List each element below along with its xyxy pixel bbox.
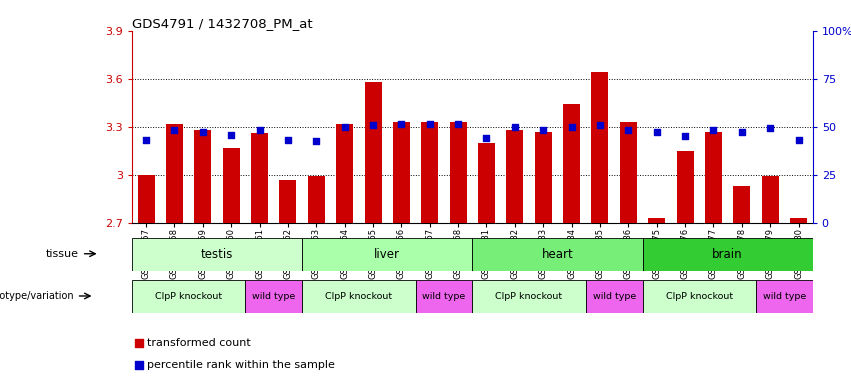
Point	[706, 127, 720, 133]
Point	[650, 128, 664, 135]
Point	[281, 136, 294, 142]
Text: heart: heart	[541, 248, 574, 261]
Bar	[308, 176, 325, 223]
Bar	[279, 180, 296, 223]
Bar	[336, 124, 353, 223]
Point	[196, 128, 209, 135]
Text: ClpP knockout: ClpP knockout	[325, 292, 392, 301]
Bar	[132, 280, 245, 313]
Bar	[393, 122, 410, 223]
Point	[678, 133, 692, 139]
Point	[395, 121, 408, 127]
Point	[253, 127, 266, 133]
Bar	[364, 82, 381, 223]
Point	[451, 121, 465, 127]
Bar	[620, 122, 637, 223]
Point	[480, 135, 494, 141]
Bar	[643, 238, 813, 271]
Text: brain: brain	[712, 248, 743, 261]
Text: ClpP knockout: ClpP knockout	[665, 292, 733, 301]
Text: percentile rank within the sample: percentile rank within the sample	[147, 360, 335, 370]
Bar	[415, 280, 472, 313]
Bar	[472, 280, 585, 313]
Text: GDS4791 / 1432708_PM_at: GDS4791 / 1432708_PM_at	[132, 17, 312, 30]
Bar	[790, 218, 807, 223]
Point	[132, 362, 146, 368]
Bar	[138, 175, 155, 223]
Bar	[478, 143, 495, 223]
Bar	[421, 122, 438, 223]
Bar	[563, 104, 580, 223]
Text: ClpP knockout: ClpP knockout	[495, 292, 563, 301]
Bar	[223, 147, 240, 223]
Bar	[534, 132, 551, 223]
Bar	[591, 72, 608, 223]
Bar	[585, 280, 643, 313]
Bar	[449, 122, 466, 223]
Text: liver: liver	[374, 248, 400, 261]
Point	[132, 340, 146, 346]
Text: ClpP knockout: ClpP knockout	[155, 292, 222, 301]
Point	[593, 122, 607, 128]
Bar	[166, 124, 183, 223]
Bar	[506, 130, 523, 223]
Text: genotype/variation: genotype/variation	[0, 291, 74, 301]
Point	[791, 136, 805, 142]
Bar	[762, 176, 779, 223]
Text: wild type: wild type	[762, 292, 806, 301]
Bar	[643, 280, 756, 313]
Bar	[302, 238, 472, 271]
Bar	[677, 151, 694, 223]
Point	[168, 127, 181, 133]
Text: wild type: wild type	[592, 292, 636, 301]
Bar	[245, 280, 302, 313]
Bar	[194, 130, 211, 223]
Point	[763, 125, 777, 131]
Text: tissue: tissue	[46, 249, 79, 259]
Bar	[734, 186, 751, 223]
Text: wild type: wild type	[422, 292, 465, 301]
Point	[366, 122, 380, 128]
Point	[621, 127, 635, 133]
Point	[735, 128, 749, 135]
Text: transformed count: transformed count	[147, 338, 251, 348]
Point	[338, 124, 351, 130]
Bar	[756, 280, 813, 313]
Text: testis: testis	[201, 248, 233, 261]
Bar	[132, 238, 302, 271]
Text: wild type: wild type	[252, 292, 295, 301]
Point	[225, 132, 238, 138]
Point	[508, 124, 522, 130]
Point	[536, 127, 550, 133]
Point	[565, 124, 579, 130]
Bar	[302, 280, 415, 313]
Point	[310, 138, 323, 144]
Point	[140, 136, 153, 142]
Bar	[472, 238, 643, 271]
Bar	[705, 132, 722, 223]
Bar	[251, 133, 268, 223]
Bar	[648, 218, 665, 223]
Point	[423, 121, 437, 127]
